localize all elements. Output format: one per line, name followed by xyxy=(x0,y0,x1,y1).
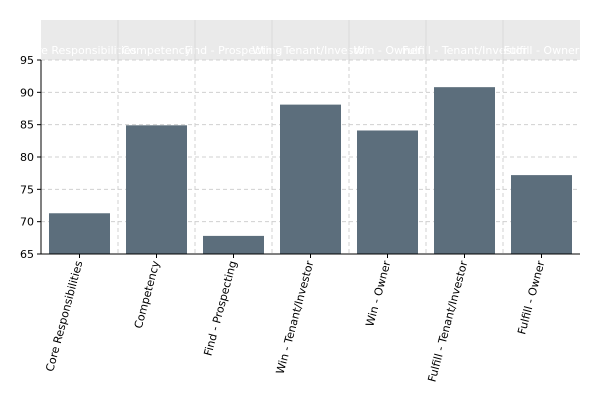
header-category-label: Fulfill - Tenant/Investor xyxy=(402,44,527,57)
bars xyxy=(49,87,572,255)
header-category-label: Find - Prospecting xyxy=(185,44,283,57)
y-tick-label: 70 xyxy=(20,216,34,229)
bar xyxy=(357,130,418,254)
bar xyxy=(434,87,495,254)
header-band-bg xyxy=(41,20,580,60)
bar xyxy=(49,213,110,254)
x-tick-label: Fulfill - Owner xyxy=(515,259,547,336)
x-tick-label: Find - Prospecting xyxy=(202,259,240,357)
y-tick-label: 95 xyxy=(20,54,34,67)
header-category-label: Fulfill - Owner xyxy=(504,44,580,57)
header-category-label: Core Responsibilities xyxy=(22,44,136,57)
x-tick-label: Competency xyxy=(132,259,163,330)
header-category-label: Win - Tenant/Investor xyxy=(252,44,369,57)
y-tick-label: 80 xyxy=(20,151,34,164)
x-tick-label: Fulfill - Tenant/Investor xyxy=(426,259,471,383)
x-tick-label: Win - Tenant/Investor xyxy=(274,259,317,376)
y-tick-label: 75 xyxy=(20,183,34,196)
x-tick-label: Win - Owner xyxy=(363,259,393,328)
x-axis-ticks: Core Responsibilities Competency Find - Pr… xyxy=(43,254,548,383)
header-category-label: Competency xyxy=(122,44,192,57)
bar xyxy=(126,125,187,255)
y-tick-label: 90 xyxy=(20,86,34,99)
header-category-label: Win - Owner xyxy=(354,44,422,57)
y-tick-label: 65 xyxy=(20,248,34,261)
bar xyxy=(280,104,341,255)
y-axis-ticks: 65 70 75 80 85 90 95 xyxy=(20,54,41,261)
x-tick-label: Core Responsibilities xyxy=(43,259,85,373)
bar xyxy=(511,175,572,254)
y-tick-label: 85 xyxy=(20,119,34,132)
bar xyxy=(203,235,264,254)
